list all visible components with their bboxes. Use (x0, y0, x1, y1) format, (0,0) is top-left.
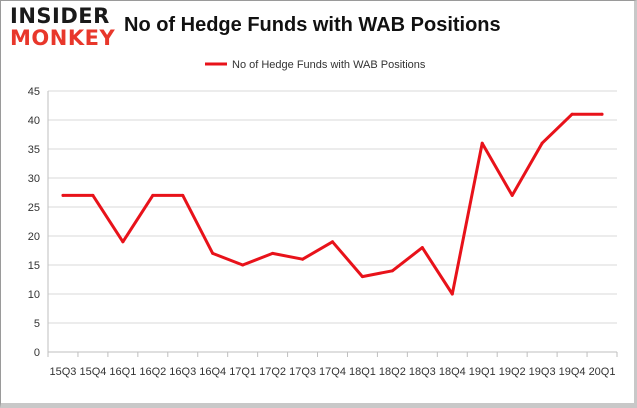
data-point (510, 193, 514, 197)
legend-label: No of Hedge Funds with WAB Positions (232, 59, 426, 71)
legend: No of Hedge Funds with WAB Positions (205, 59, 426, 71)
data-point (121, 240, 125, 244)
x-tick-label: 17Q3 (289, 366, 316, 378)
data-point (271, 251, 275, 255)
series-layer (61, 112, 604, 296)
y-tick-label: 15 (28, 260, 40, 272)
x-tick-label: 19Q1 (469, 366, 496, 378)
x-tick-label: 19Q4 (559, 366, 586, 378)
x-tick-label: 17Q4 (319, 366, 346, 378)
series-line (61, 112, 604, 296)
data-point (480, 141, 484, 145)
data-point (570, 112, 574, 116)
data-point (91, 193, 95, 197)
x-tick-label: 18Q2 (379, 366, 406, 378)
x-tick-label: 16Q4 (199, 366, 226, 378)
x-tick-label: 17Q1 (229, 366, 256, 378)
chart-title: No of Hedge Funds with WAB Positions (124, 14, 501, 36)
y-tick-label: 5 (34, 318, 40, 330)
x-tick-label: 16Q3 (169, 366, 196, 378)
y-tick-label: 30 (28, 173, 40, 185)
y-tick-label: 25 (28, 202, 40, 214)
x-tick-label: 18Q3 (409, 366, 436, 378)
x-tick-label: 19Q3 (529, 366, 556, 378)
data-point (600, 112, 604, 116)
data-point (211, 251, 215, 255)
x-axis: 15Q3 15Q4 16Q1 16Q2 16Q3 16Q4 17Q1 17Q2 17Q3 17Q4… (47, 351, 618, 378)
x-tick-label: 18Q1 (349, 366, 376, 378)
x-tick-label: 17Q2 (259, 366, 286, 378)
x-tick-label: 20Q1 (589, 366, 616, 378)
data-point (301, 257, 305, 261)
y-tick-label: 45 (28, 86, 40, 98)
x-tick-label: 18Q4 (439, 366, 466, 378)
data-point (241, 263, 245, 267)
logo-text-bottom: MONKEY (10, 26, 116, 50)
x-tick-label: 15Q3 (50, 366, 77, 378)
data-point (331, 240, 334, 244)
y-tick-label: 20 (28, 231, 40, 243)
data-point (450, 292, 454, 296)
data-point (151, 193, 155, 197)
data-point (181, 193, 185, 197)
x-tick-label: 16Q1 (109, 366, 136, 378)
data-point (420, 246, 424, 250)
y-tick-label: 10 (28, 289, 40, 301)
y-tick-label: 40 (28, 115, 40, 127)
x-tick-label: 19Q2 (499, 366, 526, 378)
y-tick-label: 35 (28, 144, 40, 156)
logo-text-top: INSIDER (10, 4, 110, 28)
y-axis: 0 5 10 15 20 25 30 35 40 45 (28, 86, 49, 359)
data-point (390, 269, 394, 273)
y-tick-label: 0 (34, 347, 40, 359)
data-point (61, 193, 65, 197)
x-tick-label: 16Q2 (139, 366, 166, 378)
grid-lines (48, 90, 617, 353)
data-point (540, 141, 544, 145)
x-tick-label: 15Q4 (79, 366, 106, 378)
data-point (360, 275, 364, 279)
insider-monkey-logo: INSIDER MONKEY (10, 6, 115, 52)
